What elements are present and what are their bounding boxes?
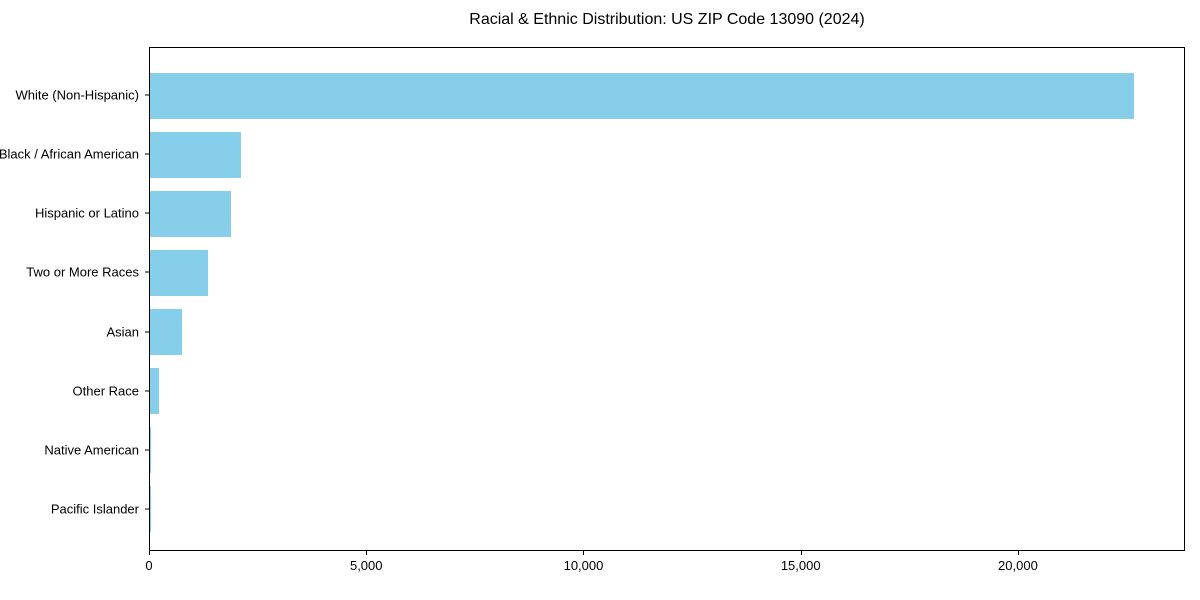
y-axis-label: Other Race bbox=[72, 383, 139, 399]
y-axis-label-row: Black / African American bbox=[0, 146, 149, 161]
y-axis-label-row: Native American bbox=[0, 443, 149, 458]
y-axis-label: Hispanic or Latino bbox=[34, 205, 139, 221]
bar-row bbox=[150, 361, 1184, 420]
y-axis-tickmark bbox=[145, 331, 149, 333]
bar bbox=[150, 426, 152, 473]
y-axis-label-row: Asian bbox=[0, 324, 149, 339]
bar bbox=[150, 190, 232, 237]
bar bbox=[150, 308, 183, 355]
y-axis-tickmark bbox=[145, 94, 149, 96]
y-axis-label: Native American bbox=[44, 442, 139, 458]
bar-row bbox=[150, 302, 1184, 361]
x-axis-tickmark bbox=[149, 551, 150, 555]
y-axis-label: Pacific Islander bbox=[50, 501, 139, 517]
y-axis-tickmark bbox=[145, 449, 149, 451]
y-axis-label: Two or More Races bbox=[26, 264, 139, 280]
bar-row bbox=[150, 420, 1184, 479]
y-axis-tickmark bbox=[145, 271, 149, 273]
x-axis-tickmark bbox=[1017, 551, 1019, 555]
x-axis-tickmark bbox=[800, 551, 802, 555]
x-axis-tick-label: 5,000 bbox=[349, 558, 383, 573]
y-axis-tickmark bbox=[145, 508, 149, 510]
y-axis-tickmark bbox=[145, 212, 149, 214]
y-axis-label: Black / African American bbox=[0, 146, 139, 162]
x-axis-tick-label: 10,000 bbox=[563, 558, 604, 573]
bar bbox=[150, 367, 159, 414]
y-axis-label-row: Pacific Islander bbox=[0, 502, 149, 517]
y-axis-label: Asian bbox=[106, 324, 139, 340]
bar-row bbox=[150, 66, 1184, 125]
x-axis-tick-label: 0 bbox=[145, 558, 153, 573]
bar-row bbox=[150, 479, 1184, 538]
x-axis-tickmark bbox=[583, 551, 585, 555]
y-axis: White (Non-Hispanic) Black / African Amer… bbox=[0, 47, 149, 551]
bar bbox=[150, 131, 242, 178]
y-axis-tickmark bbox=[145, 390, 149, 392]
y-axis-label-row: Two or More Races bbox=[0, 265, 149, 280]
y-axis-label-row: Hispanic or Latino bbox=[0, 206, 149, 221]
y-axis-label: White (Non-Hispanic) bbox=[15, 87, 139, 103]
bar-row bbox=[150, 125, 1184, 184]
plot-area bbox=[149, 47, 1185, 551]
y-axis-label-row: Other Race bbox=[0, 383, 149, 398]
bar bbox=[150, 249, 209, 296]
y-axis-label-row: White (Non-Hispanic) bbox=[0, 87, 149, 102]
bar-row bbox=[150, 184, 1184, 243]
plot-rows bbox=[150, 48, 1184, 550]
bar bbox=[150, 72, 1135, 119]
x-axis-tick-label: 20,000 bbox=[998, 558, 1038, 573]
y-axis-tickmark bbox=[145, 153, 149, 155]
bar-row bbox=[150, 243, 1184, 302]
chart-title: Racial & Ethnic Distribution: US ZIP Cod… bbox=[469, 11, 865, 28]
x-axis: 0 5,000 10,000 15,000 20,000 bbox=[145, 551, 1185, 581]
x-axis-tick-label: 15,000 bbox=[780, 558, 821, 573]
x-axis-tickmark bbox=[366, 551, 368, 555]
